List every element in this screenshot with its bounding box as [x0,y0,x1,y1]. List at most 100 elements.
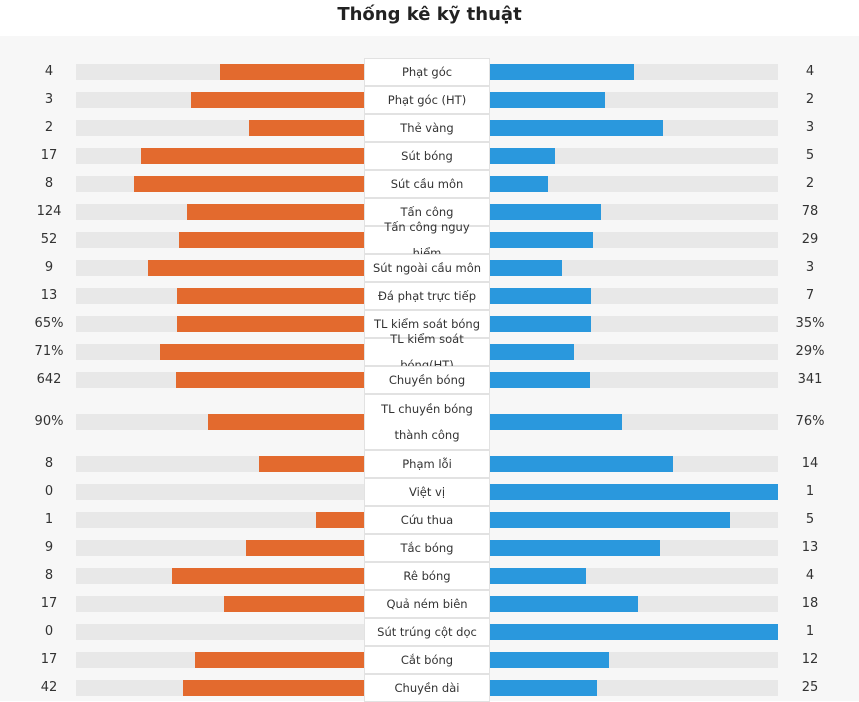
home-bar [176,288,364,304]
away-bar [490,120,663,136]
home-bar [248,120,364,136]
away-track [490,260,778,276]
away-value: 2 [805,92,815,107]
home-value: 1 [44,512,54,527]
stat-label: TL chuyền bóng thành công [364,394,490,450]
away-value: 35% [795,316,825,331]
home-bar [133,176,364,192]
stat-label: Quả ném biên [364,590,490,618]
home-value: 8 [44,176,54,191]
stat-label: Tấn công [364,198,490,226]
away-value: 341 [797,372,823,387]
away-track [490,148,778,164]
home-bar [259,456,364,472]
home-value: 17 [40,148,58,163]
stat-label: Thẻ vàng [364,114,490,142]
home-value: 90% [34,414,64,429]
away-value: 29 [801,232,819,247]
home-value: 9 [44,540,54,555]
home-value: 65% [34,316,64,331]
home-value: 8 [44,456,54,471]
stat-label: Phạt góc [364,58,490,86]
away-bar [490,204,602,220]
away-value: 3 [805,260,815,275]
away-bar [490,148,556,164]
stat-label: Phạt góc (HT) [364,86,490,114]
home-bar [176,316,364,332]
home-value: 2 [44,120,54,135]
away-value: 18 [801,596,819,611]
home-bar [187,204,364,220]
away-value: 4 [805,64,815,79]
away-bar [490,344,574,360]
home-bar [195,652,364,668]
home-bar [179,232,364,248]
stat-label: Sút trúng cột dọc [364,618,490,646]
stat-label: Việt vị [364,478,490,506]
stat-label: Phạm lỗi [364,450,490,478]
title: Thống kê kỹ thuật [337,4,522,25]
away-bar [490,456,674,472]
home-bar [316,512,364,528]
home-track [76,624,364,640]
home-bar [148,260,364,276]
away-bar [490,64,634,80]
stat-label: Rê bóng [364,562,490,590]
away-bar [490,484,778,500]
away-bar [490,512,730,528]
home-bar [159,344,364,360]
away-value: 3 [805,120,815,135]
away-bar [490,652,610,668]
home-bar [183,680,364,696]
away-bar [490,624,778,640]
home-value: 0 [44,624,54,639]
home-value: 9 [44,260,54,275]
home-value: 17 [40,652,58,667]
away-bar [490,232,594,248]
home-value: 42 [40,680,58,695]
away-value: 29% [795,344,825,359]
home-value: 52 [40,232,58,247]
away-bar [490,680,598,696]
away-bar [490,288,591,304]
stat-label: Tắc bóng [364,534,490,562]
home-value: 4 [44,64,54,79]
away-bar [490,568,586,584]
away-value: 76% [795,414,825,429]
home-bar [224,596,364,612]
home-value: 17 [40,596,58,611]
home-bar [220,64,364,80]
away-value: 14 [801,456,819,471]
away-value: 5 [805,148,815,163]
stat-label: Đá phạt trực tiếp [364,282,490,310]
stat-label: Sút bóng [364,142,490,170]
home-value: 642 [36,372,62,387]
stat-label: Cứu thua [364,506,490,534]
stat-label: TL kiểm soát bóng(HT) [364,332,490,372]
stat-label: Sút cầu môn [364,170,490,198]
away-bar [490,414,622,430]
away-value: 4 [805,568,815,583]
away-bar [490,316,591,332]
home-value: 71% [34,344,64,359]
away-bar [490,176,548,192]
stat-label: Chuyền bóng [364,366,490,394]
away-value: 2 [805,176,815,191]
stat-label: Sút ngoài cầu môn [364,254,490,282]
away-value: 78 [801,204,819,219]
away-bar [490,596,639,612]
home-bar [246,540,364,556]
away-value: 13 [801,540,819,555]
stat-label: Tấn công nguy hiểm [364,220,490,260]
away-bar [490,540,661,556]
away-bar [490,92,606,108]
away-value: 12 [801,652,819,667]
away-value: 1 [805,484,815,499]
home-track [76,484,364,500]
home-bar [172,568,364,584]
home-value: 8 [44,568,54,583]
away-value: 7 [805,288,815,303]
home-value: 124 [36,204,62,219]
away-bar [490,372,590,388]
